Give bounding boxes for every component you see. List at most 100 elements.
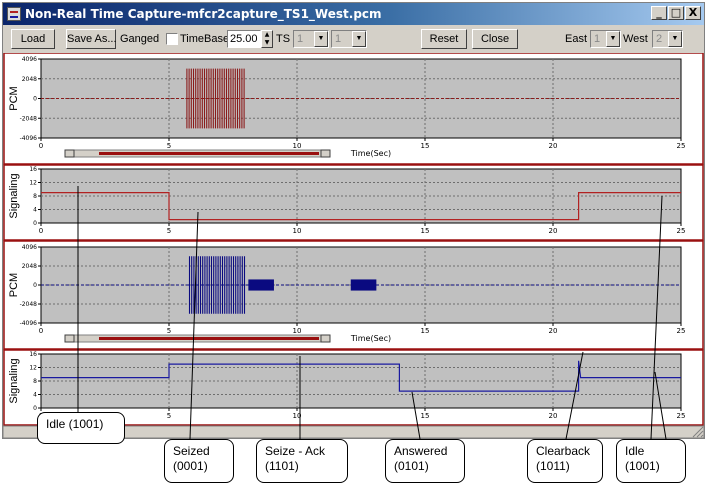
load-button[interactable]: Load xyxy=(11,29,55,49)
x-tick-label: 20 xyxy=(549,412,558,420)
y-tick-label: 2048 xyxy=(22,263,37,270)
scroll-right-button xyxy=(320,149,331,158)
y-tick-label: 12 xyxy=(29,180,37,187)
window-title: Non-Real Time Capture-mfcr2capture_TS1_W… xyxy=(25,7,382,21)
x-tick-label: 15 xyxy=(421,142,430,150)
x-tick-label: 0 xyxy=(39,227,43,235)
ts-select-1[interactable]: 1 ▼ xyxy=(293,30,329,48)
x-tick-label: 10 xyxy=(293,142,302,150)
callout-text: Seize - Ack xyxy=(265,444,326,458)
save-as-button[interactable]: Save As... xyxy=(66,29,117,49)
y-tick-label: 8 xyxy=(33,193,37,200)
y-tick-label: 16 xyxy=(29,166,37,173)
y-tick-label: 4096 xyxy=(22,56,37,63)
y-tick-label: -4096 xyxy=(20,135,38,142)
y-tick-label: 0 xyxy=(33,220,37,227)
signaling-trace xyxy=(41,192,681,221)
timebase-spinner[interactable]: ▲ ▼ xyxy=(261,30,273,48)
x-tick-label: 5 xyxy=(167,142,171,150)
scroll-thumb xyxy=(99,337,319,340)
x-tick-label: 15 xyxy=(421,327,430,335)
y-tick-label: 0 xyxy=(33,96,37,103)
chevron-down-icon: ▼ xyxy=(668,31,682,47)
y-axis-label: Signaling xyxy=(8,173,20,218)
callout-text: Clearback xyxy=(536,444,591,458)
y-tick-label: 4 xyxy=(33,207,37,214)
ts-select-2[interactable]: 1 ▼ xyxy=(331,30,367,48)
x-tick-label: 15 xyxy=(421,412,430,420)
callout-text: (1101) xyxy=(265,459,299,473)
scroll-left-button xyxy=(64,334,75,343)
reset-button[interactable]: Reset xyxy=(421,29,467,49)
callout-text: Seized xyxy=(173,444,210,458)
west-select[interactable]: 2 ▼ xyxy=(652,30,683,48)
y-tick-label: 0 xyxy=(33,405,37,412)
ts-label: TS xyxy=(276,33,291,45)
x-tick-label: 5 xyxy=(167,227,171,235)
west-select-value: 2 xyxy=(656,33,663,45)
y-tick-label: -4096 xyxy=(20,320,38,327)
close-window-button[interactable]: X xyxy=(685,6,701,20)
callout-text: (0101) xyxy=(394,459,429,473)
callout-idle-1: Idle (1001) xyxy=(37,412,125,444)
x-axis-label: Time(Sec) xyxy=(350,149,391,158)
title-bar: Non-Real Time Capture-mfcr2capture_TS1_W… xyxy=(3,3,704,25)
y-tick-label: 8 xyxy=(33,378,37,385)
maximize-button[interactable]: □ xyxy=(668,6,684,20)
scroll-thumb xyxy=(99,152,319,155)
minimize-button[interactable]: _ xyxy=(651,6,667,20)
x-axis-label: Time(Sec) xyxy=(350,334,391,343)
close-button[interactable]: Close xyxy=(472,29,518,49)
app-icon xyxy=(7,7,21,21)
callout-clearback: Clearback (1011) xyxy=(527,439,603,483)
pcm-burst-block xyxy=(350,279,377,291)
timebase-input[interactable]: 25.00 xyxy=(227,30,261,48)
chevron-down-icon: ▼ xyxy=(352,31,366,47)
y-tick-label: 0 xyxy=(33,282,37,289)
callout-text: (0001) xyxy=(173,459,208,473)
x-tick-label: 10 xyxy=(293,327,302,335)
callout-text: Answered xyxy=(394,444,448,458)
y-axis-label: PCM xyxy=(8,86,20,110)
scroll-right-button xyxy=(320,334,331,343)
x-tick-label: 25 xyxy=(677,327,686,335)
x-tick-label: 20 xyxy=(549,327,558,335)
x-tick-label: 5 xyxy=(167,412,171,420)
x-tick-label: 10 xyxy=(293,412,302,420)
y-axis-label: PCM xyxy=(8,273,20,297)
east-label: East xyxy=(565,33,588,45)
ganged-label: Ganged xyxy=(120,33,160,45)
toolbar: Load Save As... Ganged TimeBase 25.00 ▲ ▼… xyxy=(3,26,704,52)
callout-answered: Answered (0101) xyxy=(385,439,465,483)
status-bar xyxy=(3,425,704,438)
x-tick-label: 20 xyxy=(549,142,558,150)
x-tick-label: 20 xyxy=(549,227,558,235)
x-tick-label: 15 xyxy=(421,227,430,235)
plot-panel-signaling-east: 16 12 8 4 00 5 10 15 20 25 Signaling xyxy=(3,164,704,241)
x-tick-label: 10 xyxy=(293,227,302,235)
east-select[interactable]: 1 ▼ xyxy=(590,30,621,48)
y-tick-label: -2048 xyxy=(20,301,38,308)
callout-seized: Seized (0001) xyxy=(164,439,234,483)
ts-select-2-value: 1 xyxy=(335,33,342,45)
callout-seize-ack: Seize - Ack (1101) xyxy=(256,439,348,483)
y-tick-label: 4 xyxy=(33,392,37,399)
callout-idle-2: Idle (1001) xyxy=(616,439,686,483)
capture-window: Non-Real Time Capture-mfcr2capture_TS1_W… xyxy=(2,2,705,439)
scroll-left-button xyxy=(64,149,75,158)
ts-select-1-value: 1 xyxy=(297,33,304,45)
y-tick-label: 4096 xyxy=(22,244,37,251)
east-select-value: 1 xyxy=(594,33,601,45)
timebase-checkbox[interactable] xyxy=(166,33,178,45)
chevron-down-icon: ▼ xyxy=(314,31,328,47)
y-tick-label: 12 xyxy=(29,365,37,372)
callout-text: Idle (1001) xyxy=(46,417,104,431)
x-tick-label: 25 xyxy=(677,142,686,150)
timebase-label: TimeBase xyxy=(180,33,230,45)
y-axis-label: Signaling xyxy=(8,358,20,403)
chevron-down-icon: ▼ xyxy=(606,31,620,47)
y-tick-label: -2048 xyxy=(20,115,38,122)
